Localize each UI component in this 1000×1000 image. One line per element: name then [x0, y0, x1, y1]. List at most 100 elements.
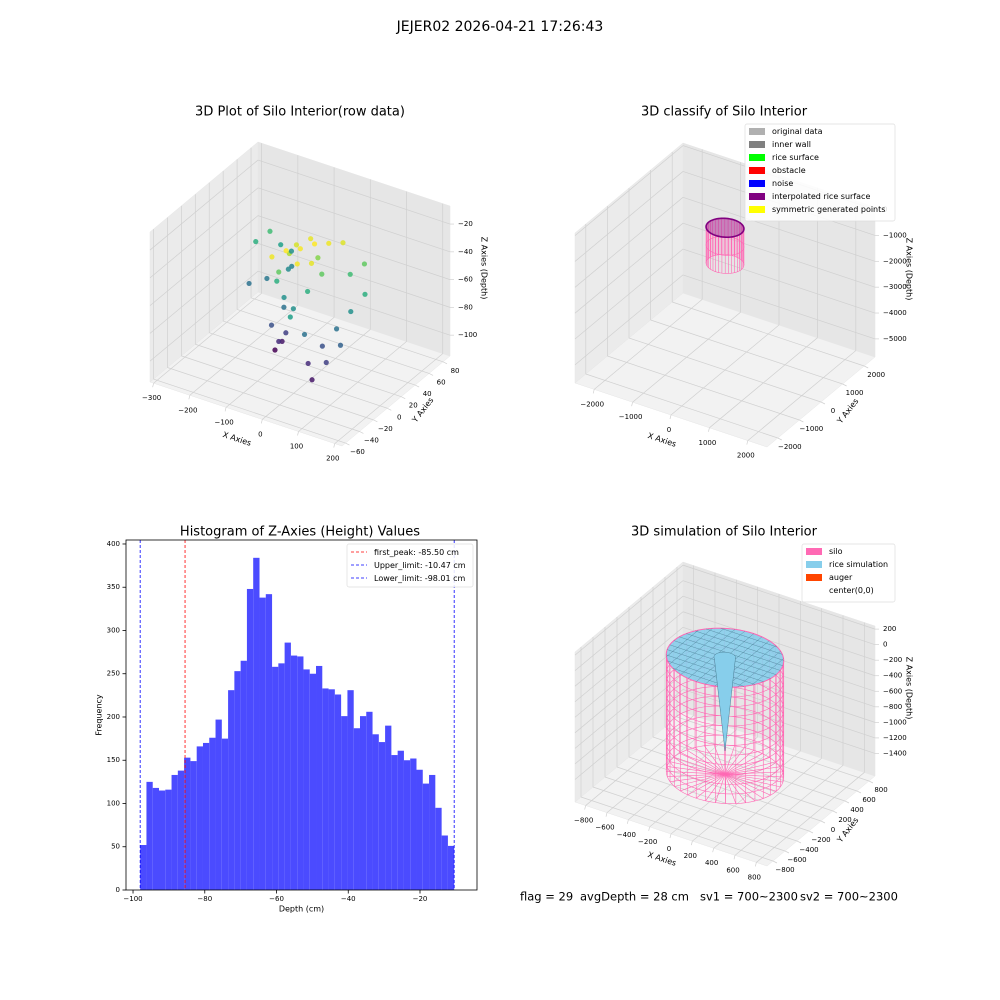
legend-swatch [806, 587, 822, 594]
grid-line [149, 215, 259, 306]
bar [397, 750, 404, 890]
grid-line [262, 329, 371, 420]
silo-spoke [724, 773, 771, 796]
legend-swatch [806, 548, 822, 555]
grid-line [149, 187, 259, 279]
bar [385, 725, 392, 890]
tick-mark [648, 826, 651, 831]
x-tick-label: 200 [326, 455, 339, 463]
silo-spoke [724, 750, 754, 775]
tick-mark [784, 850, 790, 854]
tick-mark [754, 862, 757, 867]
legend-label: inner wall [772, 140, 811, 149]
grid-line [592, 786, 786, 852]
point [340, 240, 346, 246]
grid-line [181, 355, 374, 421]
grid-line [195, 343, 388, 409]
silo-spoke [724, 753, 763, 775]
grid-line [574, 642, 684, 734]
grid-line [574, 248, 684, 340]
silo-spoke [724, 773, 784, 783]
x-tick-label: −300 [142, 394, 161, 402]
x-tick-label: −60 [269, 895, 284, 903]
legend-swatch [749, 154, 765, 161]
x-tick-label: −20 [413, 895, 428, 903]
grid-line [604, 776, 798, 842]
grid-line [257, 215, 451, 280]
bar [253, 557, 260, 890]
tick-mark [690, 841, 693, 846]
z-axis-label: Z Axies (Depth) [905, 238, 914, 301]
y-tick-label: 0 [831, 407, 835, 415]
x-tick-label: −80 [197, 895, 212, 903]
grid-line [682, 222, 876, 288]
tick-mark [359, 431, 364, 434]
grid-line [664, 726, 858, 792]
grid-line [682, 196, 876, 262]
grid-line [574, 145, 684, 236]
bar [228, 690, 235, 890]
grid-line [257, 159, 451, 225]
x-tick-label: 800 [748, 873, 761, 881]
x-tick-label: 400 [705, 859, 718, 867]
bar [316, 665, 323, 890]
x-tick-label: −40 [341, 895, 356, 903]
tick-mark [626, 819, 629, 824]
y-tick-label: −2000 [778, 443, 802, 451]
bar [171, 774, 178, 890]
rice-mesh [694, 630, 784, 661]
legend-box [744, 123, 896, 222]
grid-line [682, 580, 876, 645]
tick-mark [772, 860, 778, 864]
bar [140, 845, 147, 890]
silo-spoke [724, 774, 726, 804]
point [333, 326, 340, 332]
legend-swatch [749, 167, 765, 174]
grid-line [616, 766, 810, 832]
grid-line [257, 187, 451, 253]
z-tick-label: −600 [883, 687, 902, 695]
silo-spoke [666, 771, 726, 775]
tick-mark [631, 402, 633, 407]
legend-swatch [806, 561, 822, 568]
z-tick-label: −200 [883, 656, 902, 664]
grid-line [585, 373, 778, 439]
tick-mark [799, 419, 804, 423]
point [281, 304, 287, 310]
y-tick-label: 80 [451, 367, 460, 375]
grid-line [650, 319, 843, 385]
x-tick-label: 0 [667, 426, 671, 434]
y-tick-label: 1000 [846, 389, 864, 397]
point [272, 347, 278, 353]
bar [303, 669, 310, 890]
point [297, 246, 303, 252]
tick-mark [796, 840, 802, 844]
tick-mark [584, 805, 587, 810]
bar [259, 597, 266, 890]
bar [416, 769, 423, 890]
y-tick-label: −600 [787, 856, 806, 864]
y-tick-label: 200 [838, 816, 851, 824]
bar [403, 760, 411, 890]
bar [309, 673, 317, 890]
point [311, 241, 318, 247]
rice-rim [705, 217, 745, 239]
bar [378, 742, 386, 890]
point [361, 261, 368, 267]
y-tick-label: 0 [831, 826, 835, 834]
z-tick-label: −60 [458, 276, 473, 284]
tick-mark [733, 855, 736, 860]
bar [366, 711, 373, 890]
grid-line [209, 332, 402, 397]
grid-line [682, 248, 876, 314]
tick-mark [832, 810, 838, 814]
y-tick-label: 800 [874, 786, 887, 794]
bar [272, 666, 279, 890]
legend-swatch [749, 180, 765, 187]
silo-spoke [669, 773, 726, 782]
silo-ring [665, 695, 785, 756]
grid-line [574, 689, 684, 780]
grid-line [223, 320, 416, 386]
point [301, 331, 308, 338]
